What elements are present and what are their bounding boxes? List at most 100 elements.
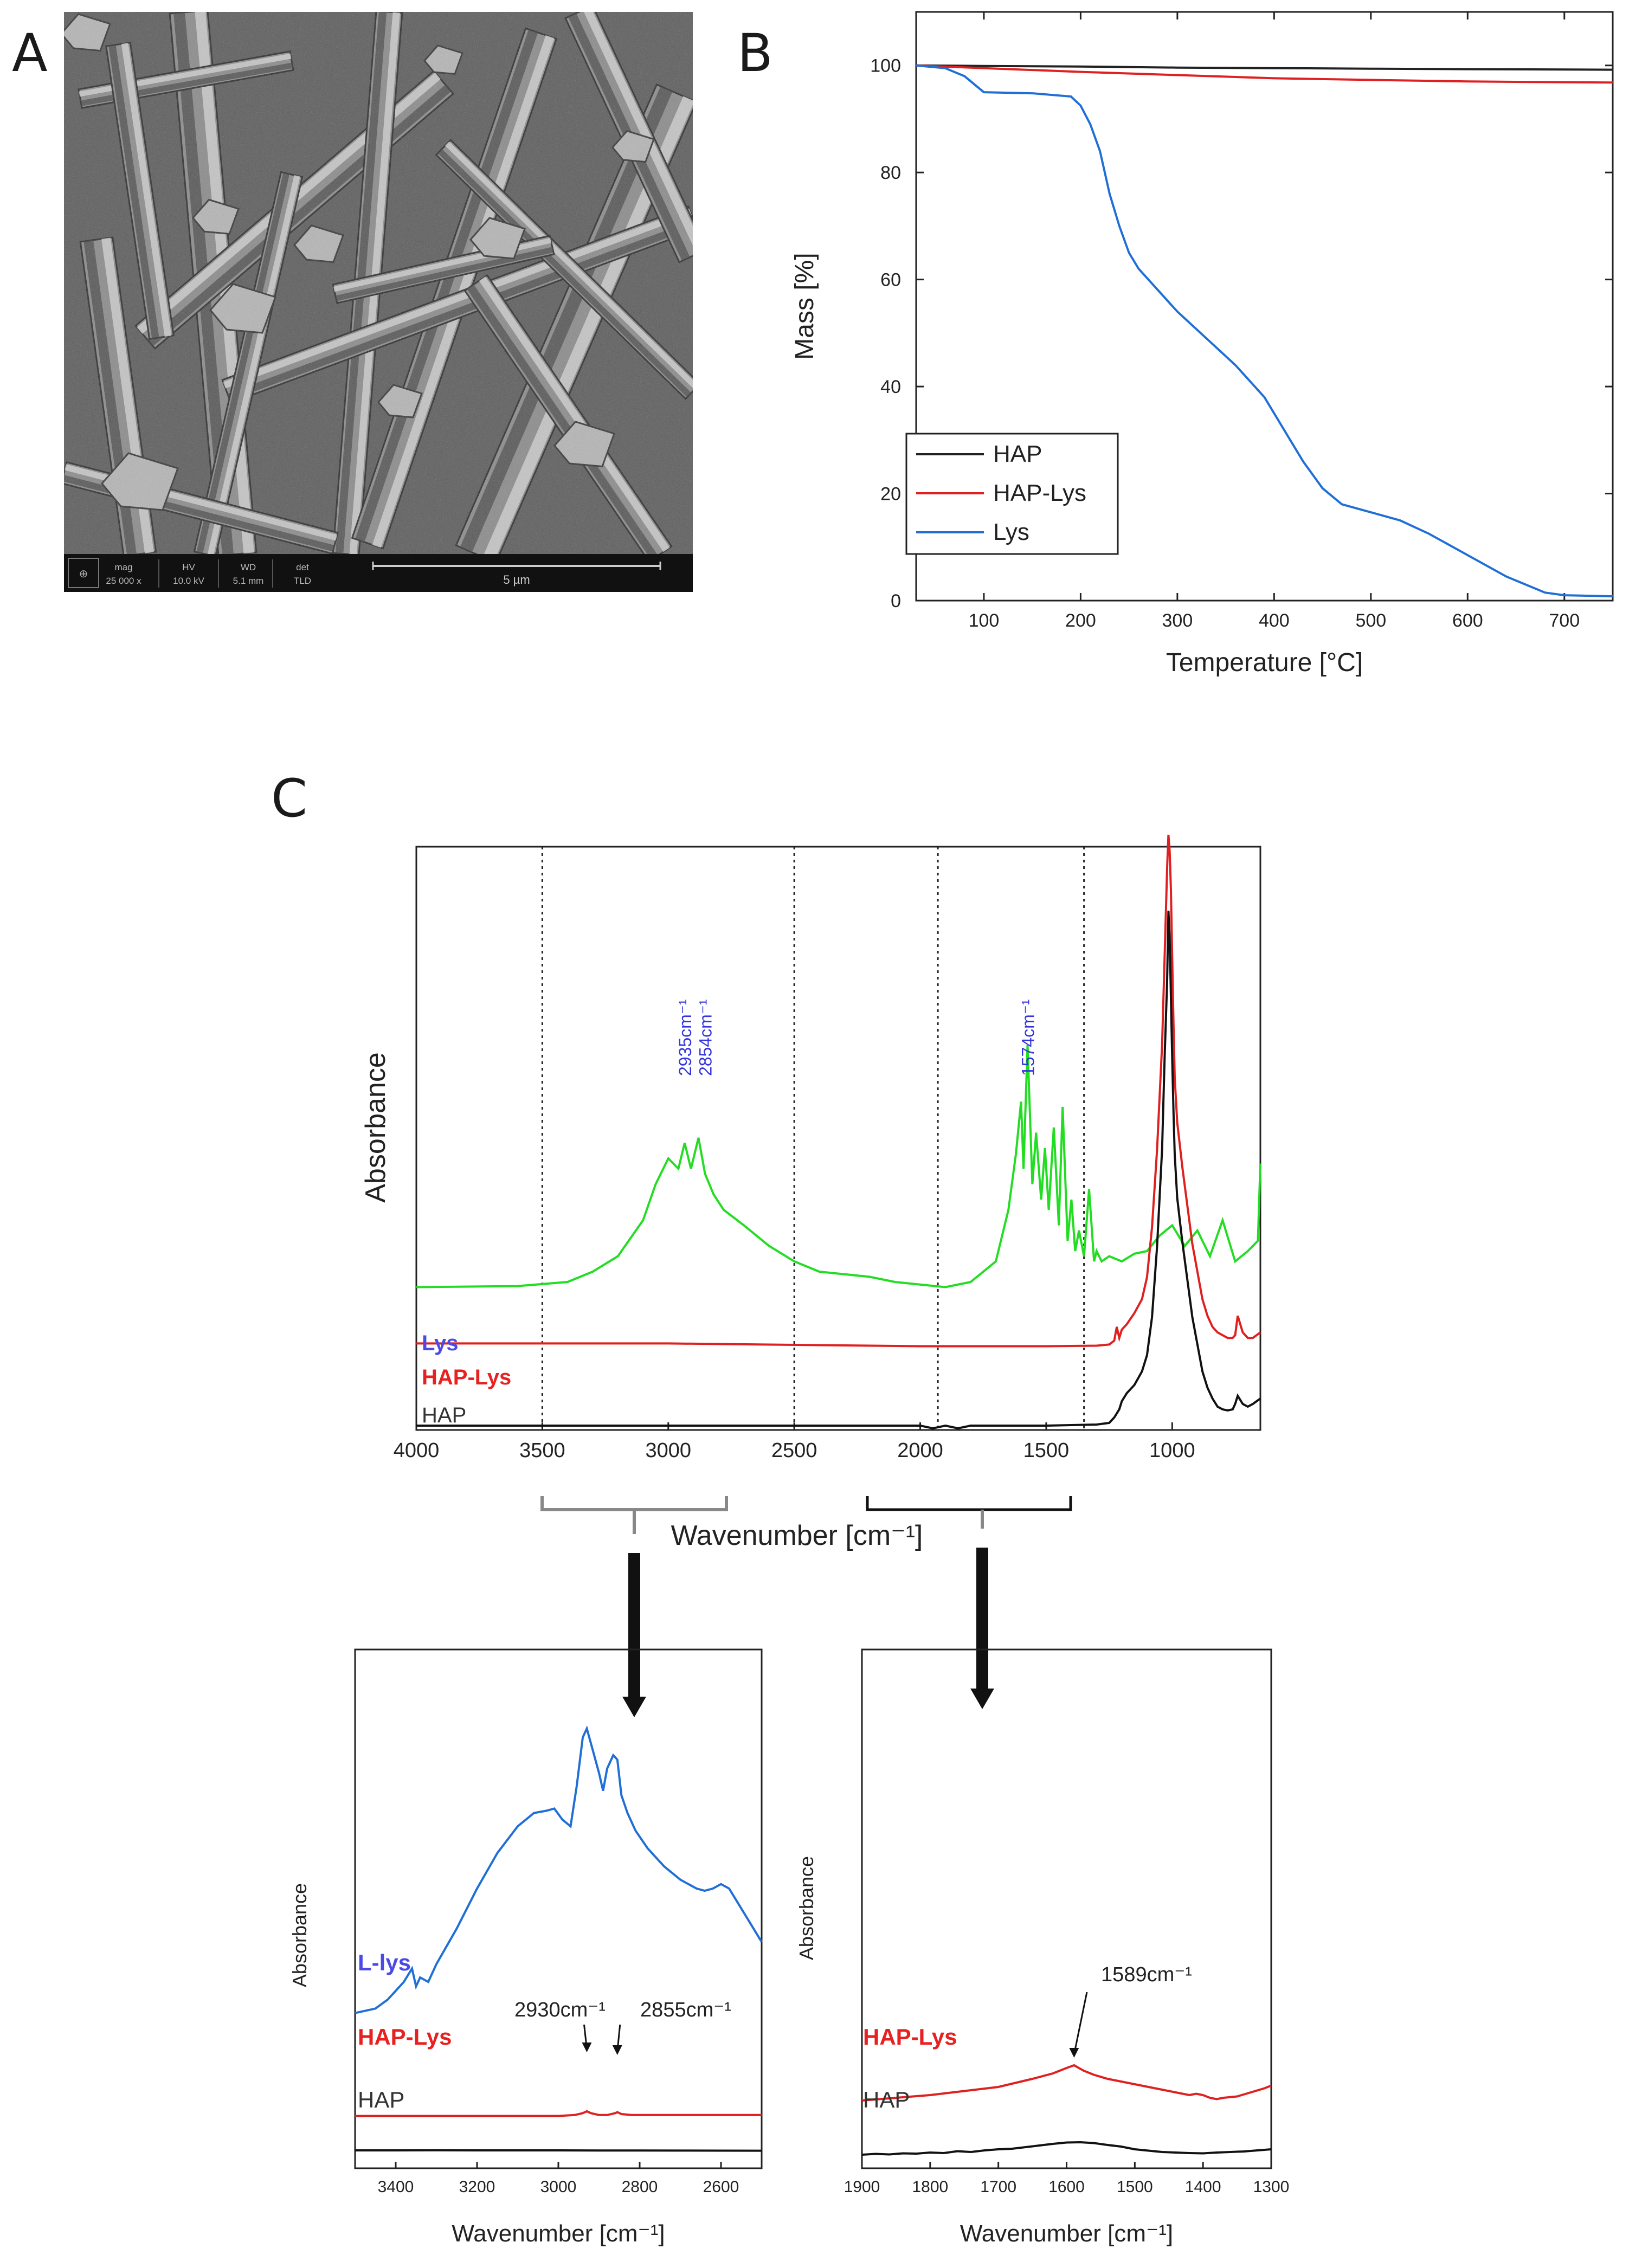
zoom-peak-arrowhead (582, 2043, 592, 2052)
tga-y-tick-label: 100 (870, 56, 901, 76)
ftir-series-label: HAP-Lys (422, 1365, 511, 1389)
ftir-x-tick-label: 3500 (519, 1439, 565, 1462)
fei-logo-mark: ⊕ (79, 568, 88, 580)
tga-series-lys (916, 64, 1613, 598)
ftir-peak-annotation: 2935cm⁻¹ (675, 1000, 695, 1076)
tga-legend-label: HAP-Lys (993, 480, 1086, 506)
panel-letter-b: B (737, 23, 773, 83)
tga-x-tick-label: 400 (1259, 610, 1290, 631)
zoom-series-hap-lys (355, 2110, 762, 2117)
tga-y-tick-label: 20 (880, 484, 901, 505)
zoom-connectors (540, 1496, 1072, 1717)
tga-x-tick-label: 200 (1065, 610, 1096, 631)
tga-x-tick-label: 700 (1549, 610, 1580, 631)
zoom-y-axis-title: Absorbance (795, 1856, 817, 1960)
zoom-peak-annotation: 1589cm⁻¹ (1101, 1963, 1192, 1986)
tga-series-hap (916, 64, 1613, 71)
tga-series-hap-lys (916, 64, 1613, 84)
arrow-low-head (970, 1689, 994, 1709)
sem-info-header: WD (241, 562, 256, 572)
ftir-x-tick-label: 1500 (1023, 1439, 1070, 1462)
zoom-x-tick-label: 1500 (1117, 2178, 1153, 2196)
zoom-x-tick-label: 2800 (622, 2178, 658, 2196)
zoom-x-tick-label: 3200 (459, 2178, 495, 2196)
zoom-x-tick-label: 2600 (703, 2178, 739, 2196)
zoom-series-label: L-lys (358, 1950, 411, 1975)
tga-y-tick-label: 60 (880, 270, 901, 291)
tga-y-axis-title: Mass [%] (790, 253, 819, 359)
zoom-series-l-lys (355, 1725, 763, 2014)
panel-letter-c: C (271, 768, 308, 829)
ftir-peak-annotation: 1574cm⁻¹ (1019, 1000, 1038, 1076)
tga-x-tick-label: 100 (969, 610, 1000, 631)
zoom-peak-arrow (1073, 1992, 1088, 2055)
zoom-series-label: HAP (863, 2087, 910, 2112)
zoom-x-axis-title: Wavenumber [cm⁻¹] (452, 2220, 665, 2247)
sem-info-header: HV (182, 562, 195, 572)
sem-info-value: 25 000 x (106, 576, 141, 586)
zoom-series-hap (355, 2149, 762, 2152)
scale-bar-label: 5 µm (503, 573, 530, 587)
zoom-x-tick-label: 3400 (378, 2178, 414, 2196)
zoom-x-tick-label: 1800 (912, 2178, 948, 2196)
tga-y-tick-label: 80 (880, 163, 901, 183)
zoom-x-tick-label: 1900 (844, 2178, 880, 2196)
tga-legend-label: HAP (993, 441, 1042, 467)
ftir-full-chart: 4000 3500 3000 2500 2000 1500 1000 Wavenumber [… (360, 834, 1261, 1551)
ftir-x-tick-label: 2500 (771, 1439, 817, 1462)
tga-x-tick-label: 500 (1355, 610, 1386, 631)
sem-info-value: 5.1 mm (233, 576, 264, 586)
sem-micrograph: ⊕ mag 25 000 x HV 10.0 kV WD 5.1 mm det TLD 5 µ… (64, 12, 693, 592)
zoom-plot-frame (861, 1648, 1272, 2169)
ftir-series-label: Lys (422, 1331, 458, 1355)
sem-info-value: 10.0 kV (173, 576, 204, 586)
tga-y-tick-label: 40 (880, 377, 901, 397)
zoom-x-tick-label: 3000 (540, 2178, 577, 2196)
ftir-x-tick-label: 2000 (897, 1439, 943, 1462)
tga-legend: HAP HAP-Lys Lys (905, 433, 1119, 555)
ftir-series-label: HAP (422, 1403, 466, 1427)
panel-letter-a: A (12, 23, 48, 83)
ftir-y-axis-title: Absorbance (360, 1052, 391, 1203)
zoom-series-label: HAP-Lys (863, 2024, 957, 2050)
arrow-high-head (622, 1697, 646, 1717)
tga-chart: 100 200 300 400 500 600 700 0 20 40 60 80 100 Tempera… (790, 11, 1614, 677)
tga-x-tick-label: 300 (1162, 610, 1193, 631)
ftir-series-hap-lys (416, 834, 1261, 1348)
zoom-y-axis-title: Absorbance (288, 1883, 311, 1987)
sem-info-value: TLD (294, 576, 311, 586)
ftir-x-tick-label: 4000 (394, 1439, 440, 1462)
zoom-peak-annotation: 2855cm⁻¹ (640, 1999, 731, 2021)
ftir-x-axis-title: Wavenumber [cm⁻¹] (671, 1520, 923, 1551)
zoom-x-tick-label: 1600 (1048, 2178, 1085, 2196)
sem-info-header: det (296, 562, 309, 572)
tga-y-tick-label: 0 (891, 591, 901, 611)
zoom-series-label: HAP (358, 2087, 404, 2112)
zoom-peak-annotation: 2930cm⁻¹ (514, 1999, 606, 2021)
tga-legend-label: Lys (993, 519, 1029, 545)
zoom-x-tick-label: 1400 (1185, 2178, 1221, 2196)
ftir-x-tick-label: 1000 (1149, 1439, 1195, 1462)
tga-plot-frame (915, 11, 1614, 602)
zoom-series-label: HAP-Lys (358, 2024, 452, 2050)
zoom-peak-arrowhead (612, 2045, 622, 2055)
tga-x-axis-title: Temperature [°C] (1166, 648, 1363, 677)
zoom-x-tick-label: 1300 (1253, 2178, 1290, 2196)
sem-texture (64, 12, 693, 554)
zoom-peak-arrowhead (1069, 2048, 1079, 2058)
sem-info-header: mag (114, 562, 132, 572)
bracket-low (866, 1496, 1072, 1511)
ftir-peak-annotation: 2854cm⁻¹ (696, 1000, 716, 1076)
zoom-series-hap-lys (861, 2064, 1272, 2102)
zoom-x-tick-label: 1700 (980, 2178, 1016, 2196)
fei-logo (68, 558, 99, 588)
tga-x-tick-label: 600 (1452, 610, 1483, 631)
sem-info-bar: ⊕ mag 25 000 x HV 10.0 kV WD 5.1 mm det TLD 5 µ… (64, 554, 693, 592)
ftir-x-tick-label: 3000 (646, 1439, 692, 1462)
zoom-series-hap (861, 2141, 1272, 2156)
ftir-plot-frame (415, 846, 1261, 1431)
zoom-x-axis-title: Wavenumber [cm⁻¹] (960, 2220, 1173, 2247)
ftir-series-hap (416, 910, 1261, 1430)
